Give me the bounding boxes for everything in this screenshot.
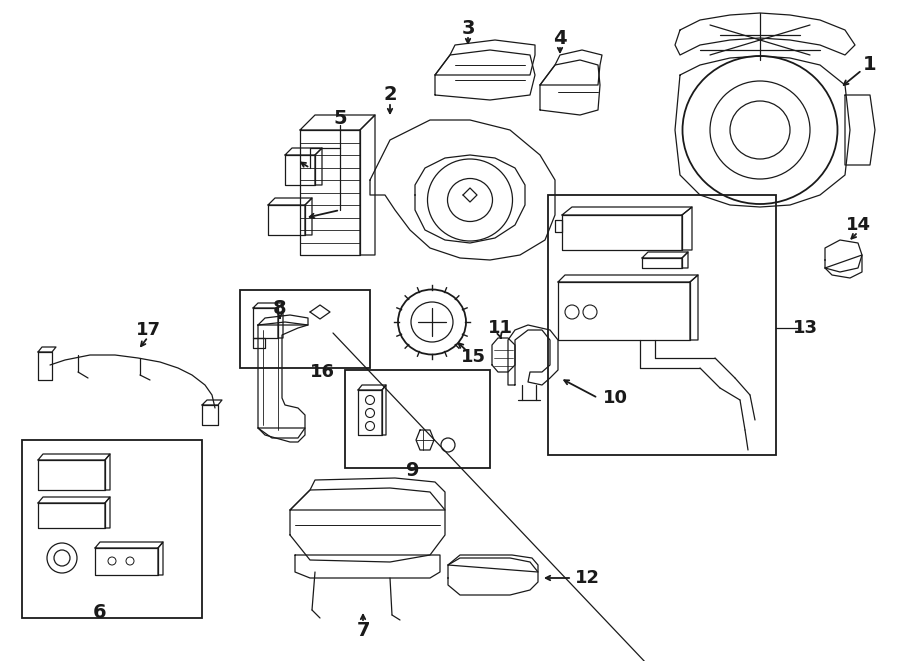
Text: 4: 4	[554, 28, 567, 48]
Text: 17: 17	[136, 321, 160, 339]
Bar	[22, 440, 202, 618]
Text: 10: 10	[602, 389, 627, 407]
Bar	[240, 290, 370, 368]
Text: 1: 1	[863, 56, 877, 75]
Text: 3: 3	[461, 19, 475, 38]
Text: 6: 6	[94, 603, 107, 623]
Text: 5: 5	[333, 108, 346, 128]
Text: 12: 12	[574, 569, 599, 587]
Text: 16: 16	[310, 363, 335, 381]
Text: 13: 13	[793, 319, 817, 337]
Text: 9: 9	[406, 461, 419, 479]
Text: 7: 7	[356, 621, 370, 639]
Text: 11: 11	[488, 319, 512, 337]
Bar	[345, 370, 490, 468]
Bar	[548, 195, 776, 455]
Text: 15: 15	[461, 348, 485, 366]
Text: 2: 2	[383, 85, 397, 104]
Text: 14: 14	[845, 216, 870, 234]
Text: 8: 8	[274, 299, 287, 317]
